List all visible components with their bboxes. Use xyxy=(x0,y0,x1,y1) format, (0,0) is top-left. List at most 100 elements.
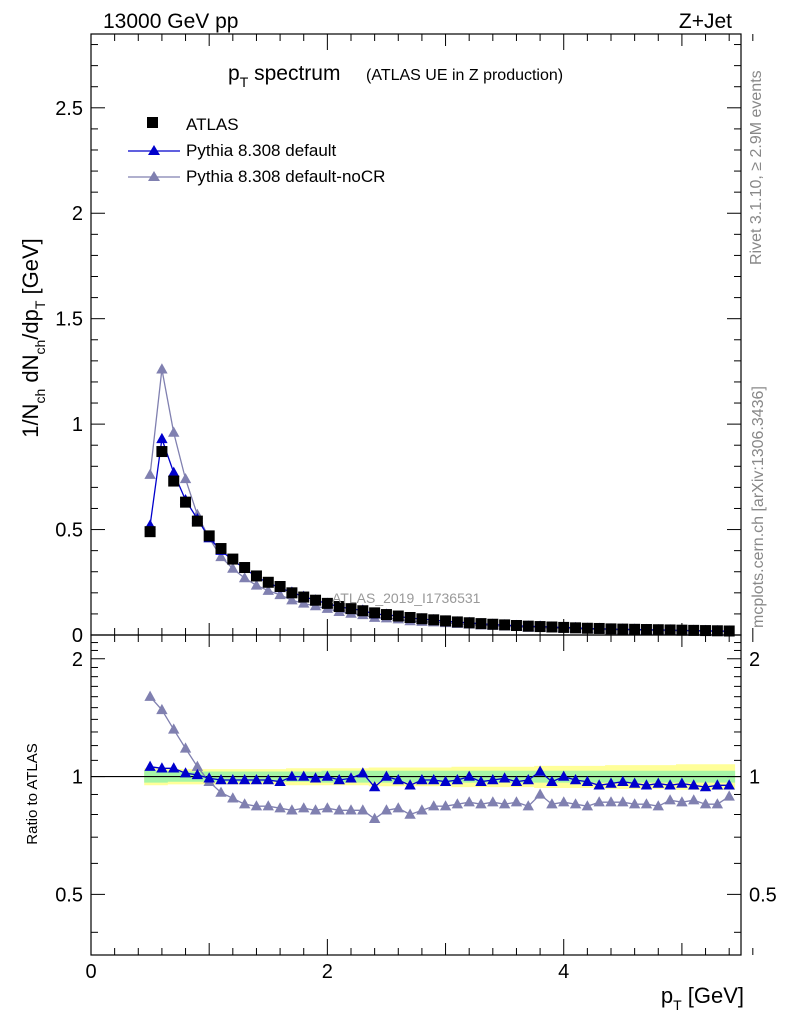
main-atlas-point xyxy=(499,619,511,631)
xtick-label: 0 xyxy=(85,961,96,983)
legend-marker-nocr xyxy=(148,171,160,181)
main-atlas-point xyxy=(215,543,227,555)
ratio-nocr-point xyxy=(558,796,570,807)
ratio-nocr-point xyxy=(286,804,298,815)
main-atlas-point xyxy=(451,616,463,628)
main-ytick-label: 1 xyxy=(72,414,83,436)
ratio-default-point xyxy=(699,781,712,792)
ratio-default-point xyxy=(676,777,688,788)
ratio-nocr-point xyxy=(380,804,393,815)
ratio-nocr-point xyxy=(168,723,180,734)
main-atlas-point xyxy=(262,576,274,588)
main-ylabel: 1/Nch dNch/dpT [GeV] xyxy=(18,238,48,438)
ratio-default-point xyxy=(298,770,310,781)
ratio-default-point xyxy=(628,777,641,788)
main-ytick-label: 1.5 xyxy=(55,309,83,331)
ratio-default-point xyxy=(215,773,227,785)
ratio-nocr-point xyxy=(676,796,688,807)
main-ytick-label: 2 xyxy=(72,203,83,225)
ylabel-part-2: dN xyxy=(18,355,43,389)
xlabel: pT [GeV] xyxy=(661,983,744,1013)
main-atlas-point xyxy=(310,594,322,606)
ratio-nocr-point xyxy=(628,798,641,809)
ratio-nocr-point xyxy=(345,804,357,815)
ratio-default-point xyxy=(203,772,215,783)
ratio-default-point xyxy=(558,770,570,781)
header-left: 13000 GeV pp xyxy=(103,10,238,33)
legend-marker-atlas xyxy=(147,117,158,128)
main-ytick-label: 0.5 xyxy=(55,520,83,542)
ratio-default-point xyxy=(416,773,428,785)
ratio-nocr-point xyxy=(498,798,511,809)
ratio-default-point xyxy=(392,773,404,785)
ratio-nocr-point xyxy=(581,800,594,811)
main-atlas-point xyxy=(298,591,310,603)
ratio-nocr-point xyxy=(227,792,239,803)
ratio-default-point xyxy=(168,762,180,773)
xtick-label: 4 xyxy=(558,961,569,983)
ratio-nocr-point xyxy=(262,800,274,811)
ratio-default-point xyxy=(593,779,605,790)
side-text-rivet: Rivet 3.1.10, ≥ 2.9M events xyxy=(748,70,765,265)
ratio-ytick-label-right: 0.5 xyxy=(749,884,777,906)
ratio-default-point xyxy=(227,773,239,785)
main-atlas-point xyxy=(440,615,452,627)
ratio-nocr-point xyxy=(699,798,712,809)
ratio-default-point xyxy=(451,773,464,785)
ratio-nocr-point xyxy=(250,800,263,811)
ratio-ytick-label-right: 1 xyxy=(749,767,760,789)
main-nocr-point xyxy=(156,363,168,374)
ratio-default-point xyxy=(640,779,653,790)
ratio-default-point xyxy=(510,775,523,786)
ratio-default-point xyxy=(345,772,357,783)
ratio-nocr-point xyxy=(179,742,192,753)
ratio-nocr-point xyxy=(416,804,428,815)
ratio-nocr-point xyxy=(215,786,227,797)
main-ytick-labels: 0 0.5 1 1.5 2 2.5 xyxy=(55,98,83,647)
main-atlas-point xyxy=(487,618,499,630)
main-atlas-point xyxy=(333,601,345,613)
ratio-default-point xyxy=(274,775,286,786)
main-atlas-point xyxy=(156,446,168,458)
ratio-nocr-point xyxy=(392,802,404,813)
ratio-nocr-point xyxy=(156,703,168,715)
ratio-nocr-point xyxy=(274,802,286,813)
main-atlas-point xyxy=(392,610,404,622)
ratio-nocr-point xyxy=(688,794,700,805)
main-atlas-point xyxy=(475,618,487,630)
header-right: Z+Jet xyxy=(679,10,732,33)
ratio-nocr-point xyxy=(534,788,546,799)
ratio-plot-layer xyxy=(91,690,741,823)
ratio-nocr-point xyxy=(451,798,464,809)
ratio-default-point xyxy=(664,779,676,790)
analysis-watermark: ATLAS_2019_I1736531 xyxy=(332,590,481,606)
ratio-nocr-point xyxy=(546,798,558,809)
ratio-default-point xyxy=(380,770,393,781)
main-atlas-point xyxy=(664,624,676,636)
ylabel-part-5: T xyxy=(32,300,48,309)
ratio-default-point xyxy=(357,767,369,778)
ratio-nocr-point xyxy=(652,800,664,811)
ratio-ytick-labels: 0.5 0.5 1 1 2 2 xyxy=(55,649,777,907)
main-atlas-point xyxy=(191,515,203,527)
xlabel-part-0: p xyxy=(661,983,673,1008)
ratio-nocr-point xyxy=(593,796,605,807)
ratio-nocr-point xyxy=(238,798,251,809)
main-atlas-point xyxy=(203,530,215,542)
ratio-ytick-label-left: 1 xyxy=(72,767,83,789)
ratio-nocr-point xyxy=(357,804,369,815)
ratio-default-point xyxy=(605,777,617,788)
ratio-default-point xyxy=(569,773,582,785)
ratio-default-point xyxy=(286,770,298,781)
ratio-nocr-point xyxy=(463,796,475,807)
main-nocr-point xyxy=(215,550,227,562)
main-nocr-point xyxy=(274,588,286,600)
ratio-default-point xyxy=(487,773,499,785)
ylabel-part-4: /dp xyxy=(18,309,43,340)
ratio-nocr-point xyxy=(664,794,676,805)
ratio-ylabel: Ratio to ATLAS xyxy=(24,743,41,844)
xtick-label: 2 xyxy=(322,961,333,983)
ratio-ytick-label-left: 0.5 xyxy=(55,884,83,906)
main-atlas-point xyxy=(428,614,440,626)
plot-title: pT spectrum xyxy=(228,62,340,90)
